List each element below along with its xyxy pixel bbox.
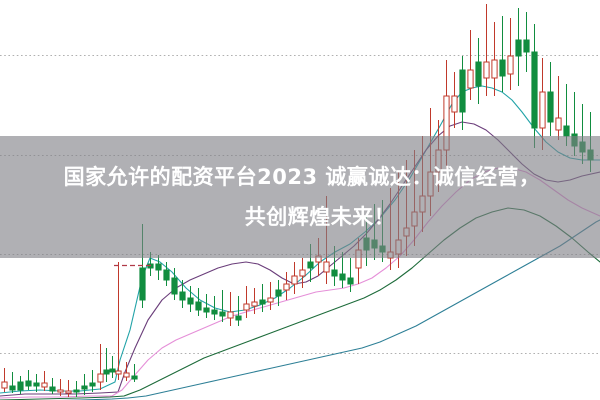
candlestick[interactable]: [163, 262, 170, 286]
candlestick[interactable]: [483, 4, 490, 96]
candlestick[interactable]: [103, 348, 110, 382]
candlestick[interactable]: [49, 378, 56, 394]
candlestick[interactable]: [523, 12, 530, 72]
candlestick[interactable]: [73, 381, 80, 397]
candlestick[interactable]: [57, 379, 64, 396]
candlestick[interactable]: [9, 372, 16, 393]
candlestick[interactable]: [227, 292, 234, 326]
candlestick[interactable]: [123, 362, 130, 381]
candlestick[interactable]: [41, 371, 48, 391]
candlestick[interactable]: [515, 8, 522, 86]
candlestick[interactable]: [195, 288, 202, 316]
candlestick[interactable]: [491, 22, 498, 96]
candlestick[interactable]: [131, 364, 138, 382]
candlestick[interactable]: [203, 294, 210, 318]
candlestick[interactable]: [539, 58, 546, 150]
candlestick[interactable]: [459, 56, 466, 130]
candlestick[interactable]: [299, 258, 306, 288]
candlestick[interactable]: [499, 16, 506, 92]
candlestick[interactable]: [531, 24, 538, 148]
candlestick[interactable]: [25, 370, 32, 390]
candlestick[interactable]: [171, 268, 178, 300]
candlestick[interactable]: [547, 62, 554, 136]
candlestick[interactable]: [211, 296, 218, 320]
candlestick[interactable]: [109, 356, 116, 378]
candlestick[interactable]: [17, 376, 24, 394]
candlestick[interactable]: [475, 38, 482, 104]
candlestick[interactable]: [115, 262, 122, 380]
candlestick[interactable]: [89, 370, 96, 392]
candlestick[interactable]: [283, 272, 290, 300]
candlestick[interactable]: [259, 284, 266, 312]
candlestick[interactable]: [235, 296, 242, 326]
candlestick[interactable]: [467, 30, 474, 100]
candlestick[interactable]: [219, 290, 226, 322]
candlestick[interactable]: [251, 288, 258, 314]
candlestick[interactable]: [81, 374, 88, 395]
candlestick[interactable]: [187, 286, 194, 312]
candlestick[interactable]: [267, 282, 274, 310]
candlestick[interactable]: [243, 286, 250, 318]
candlestick[interactable]: [291, 262, 298, 294]
candlestick[interactable]: [451, 72, 458, 128]
candlestick[interactable]: [179, 280, 186, 308]
candlestick[interactable]: [65, 380, 72, 397]
candlestick[interactable]: [347, 258, 354, 292]
candlestick[interactable]: [1, 368, 8, 392]
candlestick[interactable]: [339, 252, 346, 288]
candlestick[interactable]: [33, 374, 40, 392]
candlestick[interactable]: [275, 280, 282, 306]
ma-line-ma-longest: [57, 219, 600, 400]
candlestick[interactable]: [97, 344, 104, 390]
candlestick[interactable]: [555, 76, 562, 140]
candlestick[interactable]: [507, 18, 514, 90]
candlestick[interactable]: [155, 255, 162, 280]
